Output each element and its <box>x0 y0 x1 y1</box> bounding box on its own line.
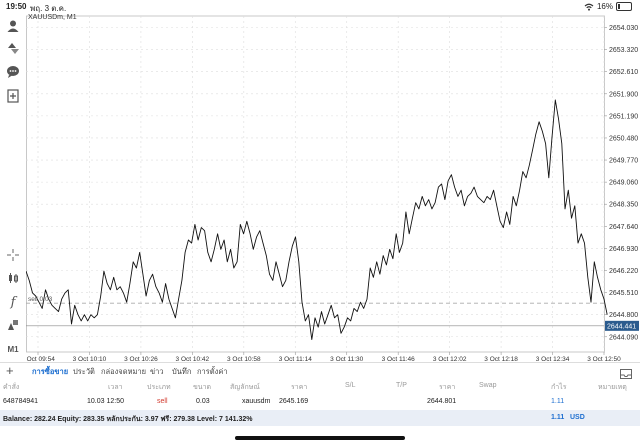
objects-icon[interactable] <box>5 317 21 333</box>
tab-mailbox[interactable]: กล่องจดหมาย <box>101 367 147 376</box>
bottom-tabs: + การซื้อขาย ประวัติ กล่องจดหมาย ข่าว บั… <box>0 362 640 379</box>
x-tick-label: 3 Oct 11:14 <box>279 356 313 363</box>
order-size: 0.03 <box>196 398 210 405</box>
tab-history[interactable]: ประวัติ <box>73 367 95 376</box>
trade-arrows-icon[interactable] <box>5 40 21 56</box>
order-id: 648784941 <box>3 398 39 405</box>
mail-icon[interactable] <box>620 366 632 384</box>
y-tick-label: 2651.190 <box>609 113 638 120</box>
table-row[interactable]: 648784941 10.03 12:50 sell 0.03 xauusdm … <box>0 395 640 409</box>
x-tick-label: 3 Oct 11:30 <box>330 356 364 363</box>
new-order-icon[interactable] <box>5 88 21 104</box>
col-price: ราคา <box>291 384 308 391</box>
balance-bar: Balance: 282.24 Equity: 283.35 หลักประกั… <box>0 410 640 426</box>
price-chart[interactable]: 2654.030 2653.320 2652.610 2651.900 2651.190… <box>21 14 640 363</box>
x-tick-label: 3 Oct 10:10 <box>73 356 107 363</box>
y-tick-label: 2644.800 <box>609 312 638 319</box>
y-tick-label: 2651.900 <box>609 91 638 98</box>
y-tick-label: 2652.610 <box>609 69 638 76</box>
col-profit: กำไร <box>551 384 567 391</box>
table-header: คำสั่ง เวลา ประเภท ขนาด สัญลักษณ์ ราคา S… <box>0 379 640 392</box>
current-price-tag <box>605 320 639 331</box>
add-icon[interactable]: + <box>6 363 14 378</box>
y-tick-label: 2645.510 <box>609 290 638 297</box>
order-level-label: sell 0.03 <box>28 296 53 303</box>
tab-journal[interactable]: บันทึก <box>172 367 192 376</box>
chart-symbol-label: XAUUSDm, M1 <box>28 14 77 21</box>
col-swap: Swap <box>479 382 497 389</box>
col-comment: หมายเหตุ <box>598 384 627 391</box>
indicators-icon[interactable]: f <box>10 294 16 310</box>
timeframe-button[interactable]: M1 <box>7 344 19 354</box>
col-time: เวลา <box>108 384 123 391</box>
x-tick-label: 3 Oct 10:58 <box>227 356 261 363</box>
order-symbol: xauusdm <box>242 398 271 405</box>
y-tick-label: 2653.320 <box>609 47 638 54</box>
crosshair-icon[interactable] <box>5 247 21 263</box>
col-type: ประเภท <box>147 384 171 391</box>
battery-percent: 16% <box>596 2 613 11</box>
x-tick-label: 3 Oct 12:50 <box>587 356 621 363</box>
y-tick-label: 2654.030 <box>609 25 638 32</box>
account-currency: USD <box>570 414 585 421</box>
tab-news[interactable]: ข่าว <box>150 367 164 376</box>
home-indicator <box>235 436 405 440</box>
left-toolbar: f M1 <box>0 14 26 359</box>
status-time: 19:50 <box>6 2 27 11</box>
plot-frame <box>26 15 605 353</box>
col-order: คำสั่ง <box>3 384 20 391</box>
y-tick-label: 2650.480 <box>609 135 638 142</box>
order-time: 10.03 12:50 <box>87 398 124 405</box>
x-tick-label: 3 Oct 09:54 <box>26 356 55 363</box>
col-size: ขนาด <box>193 384 212 391</box>
current-price-label: 2644.441 <box>607 323 636 330</box>
candles-icon[interactable] <box>5 270 21 286</box>
chat-icon[interactable] <box>5 64 21 80</box>
balance-summary: Balance: 282.24 Equity: 283.35 หลักประกั… <box>3 416 253 423</box>
x-tick-label: 3 Oct 10:26 <box>124 356 158 363</box>
total-profit: 1.11 <box>551 414 565 421</box>
status-right: 16% <box>584 2 632 11</box>
col-symbol: สัญลักษณ์ <box>230 384 260 391</box>
order-open-price: 2645.169 <box>279 398 309 405</box>
x-tick-label: 3 Oct 12:34 <box>536 356 570 363</box>
tab-trade[interactable]: การซื้อขาย <box>32 367 69 376</box>
y-tick-label: 2649.770 <box>609 158 638 165</box>
order-type: sell <box>157 398 168 405</box>
battery-icon <box>616 2 632 11</box>
account-icon[interactable] <box>5 18 21 34</box>
col-tp: T/P <box>396 382 407 389</box>
tab-settings[interactable]: การตั้งค่า <box>197 367 228 376</box>
order-current-price: 2644.801 <box>427 398 457 405</box>
x-tick-label: 3 Oct 12:02 <box>433 356 467 363</box>
col-current-price: ราคา <box>439 384 456 391</box>
y-tick-label: 2648.350 <box>609 202 638 209</box>
x-tick-label: 3 Oct 11:46 <box>382 356 416 363</box>
y-tick-label: 2649.060 <box>609 180 638 187</box>
col-sl: S/L <box>345 382 356 389</box>
chart-svg[interactable]: 2654.030 2653.320 2652.610 2651.900 2651.190… <box>21 14 640 363</box>
y-tick-label: 2646.220 <box>609 268 638 275</box>
x-tick-label: 3 Oct 10:42 <box>176 356 210 363</box>
wifi-icon <box>584 3 594 11</box>
order-profit: 1.11 <box>551 398 565 405</box>
status-date: พฤ. 3 ต.ค. <box>30 4 67 13</box>
x-tick-label: 3 Oct 12:18 <box>484 356 518 363</box>
y-tick-label: 2646.930 <box>609 246 638 253</box>
y-tick-label: 2647.640 <box>609 224 638 231</box>
y-tick-label: 2644.090 <box>609 334 638 341</box>
price-series-line <box>25 99 608 341</box>
status-bar: 19:50 พฤ. 3 ต.ค. 16% <box>0 0 640 14</box>
